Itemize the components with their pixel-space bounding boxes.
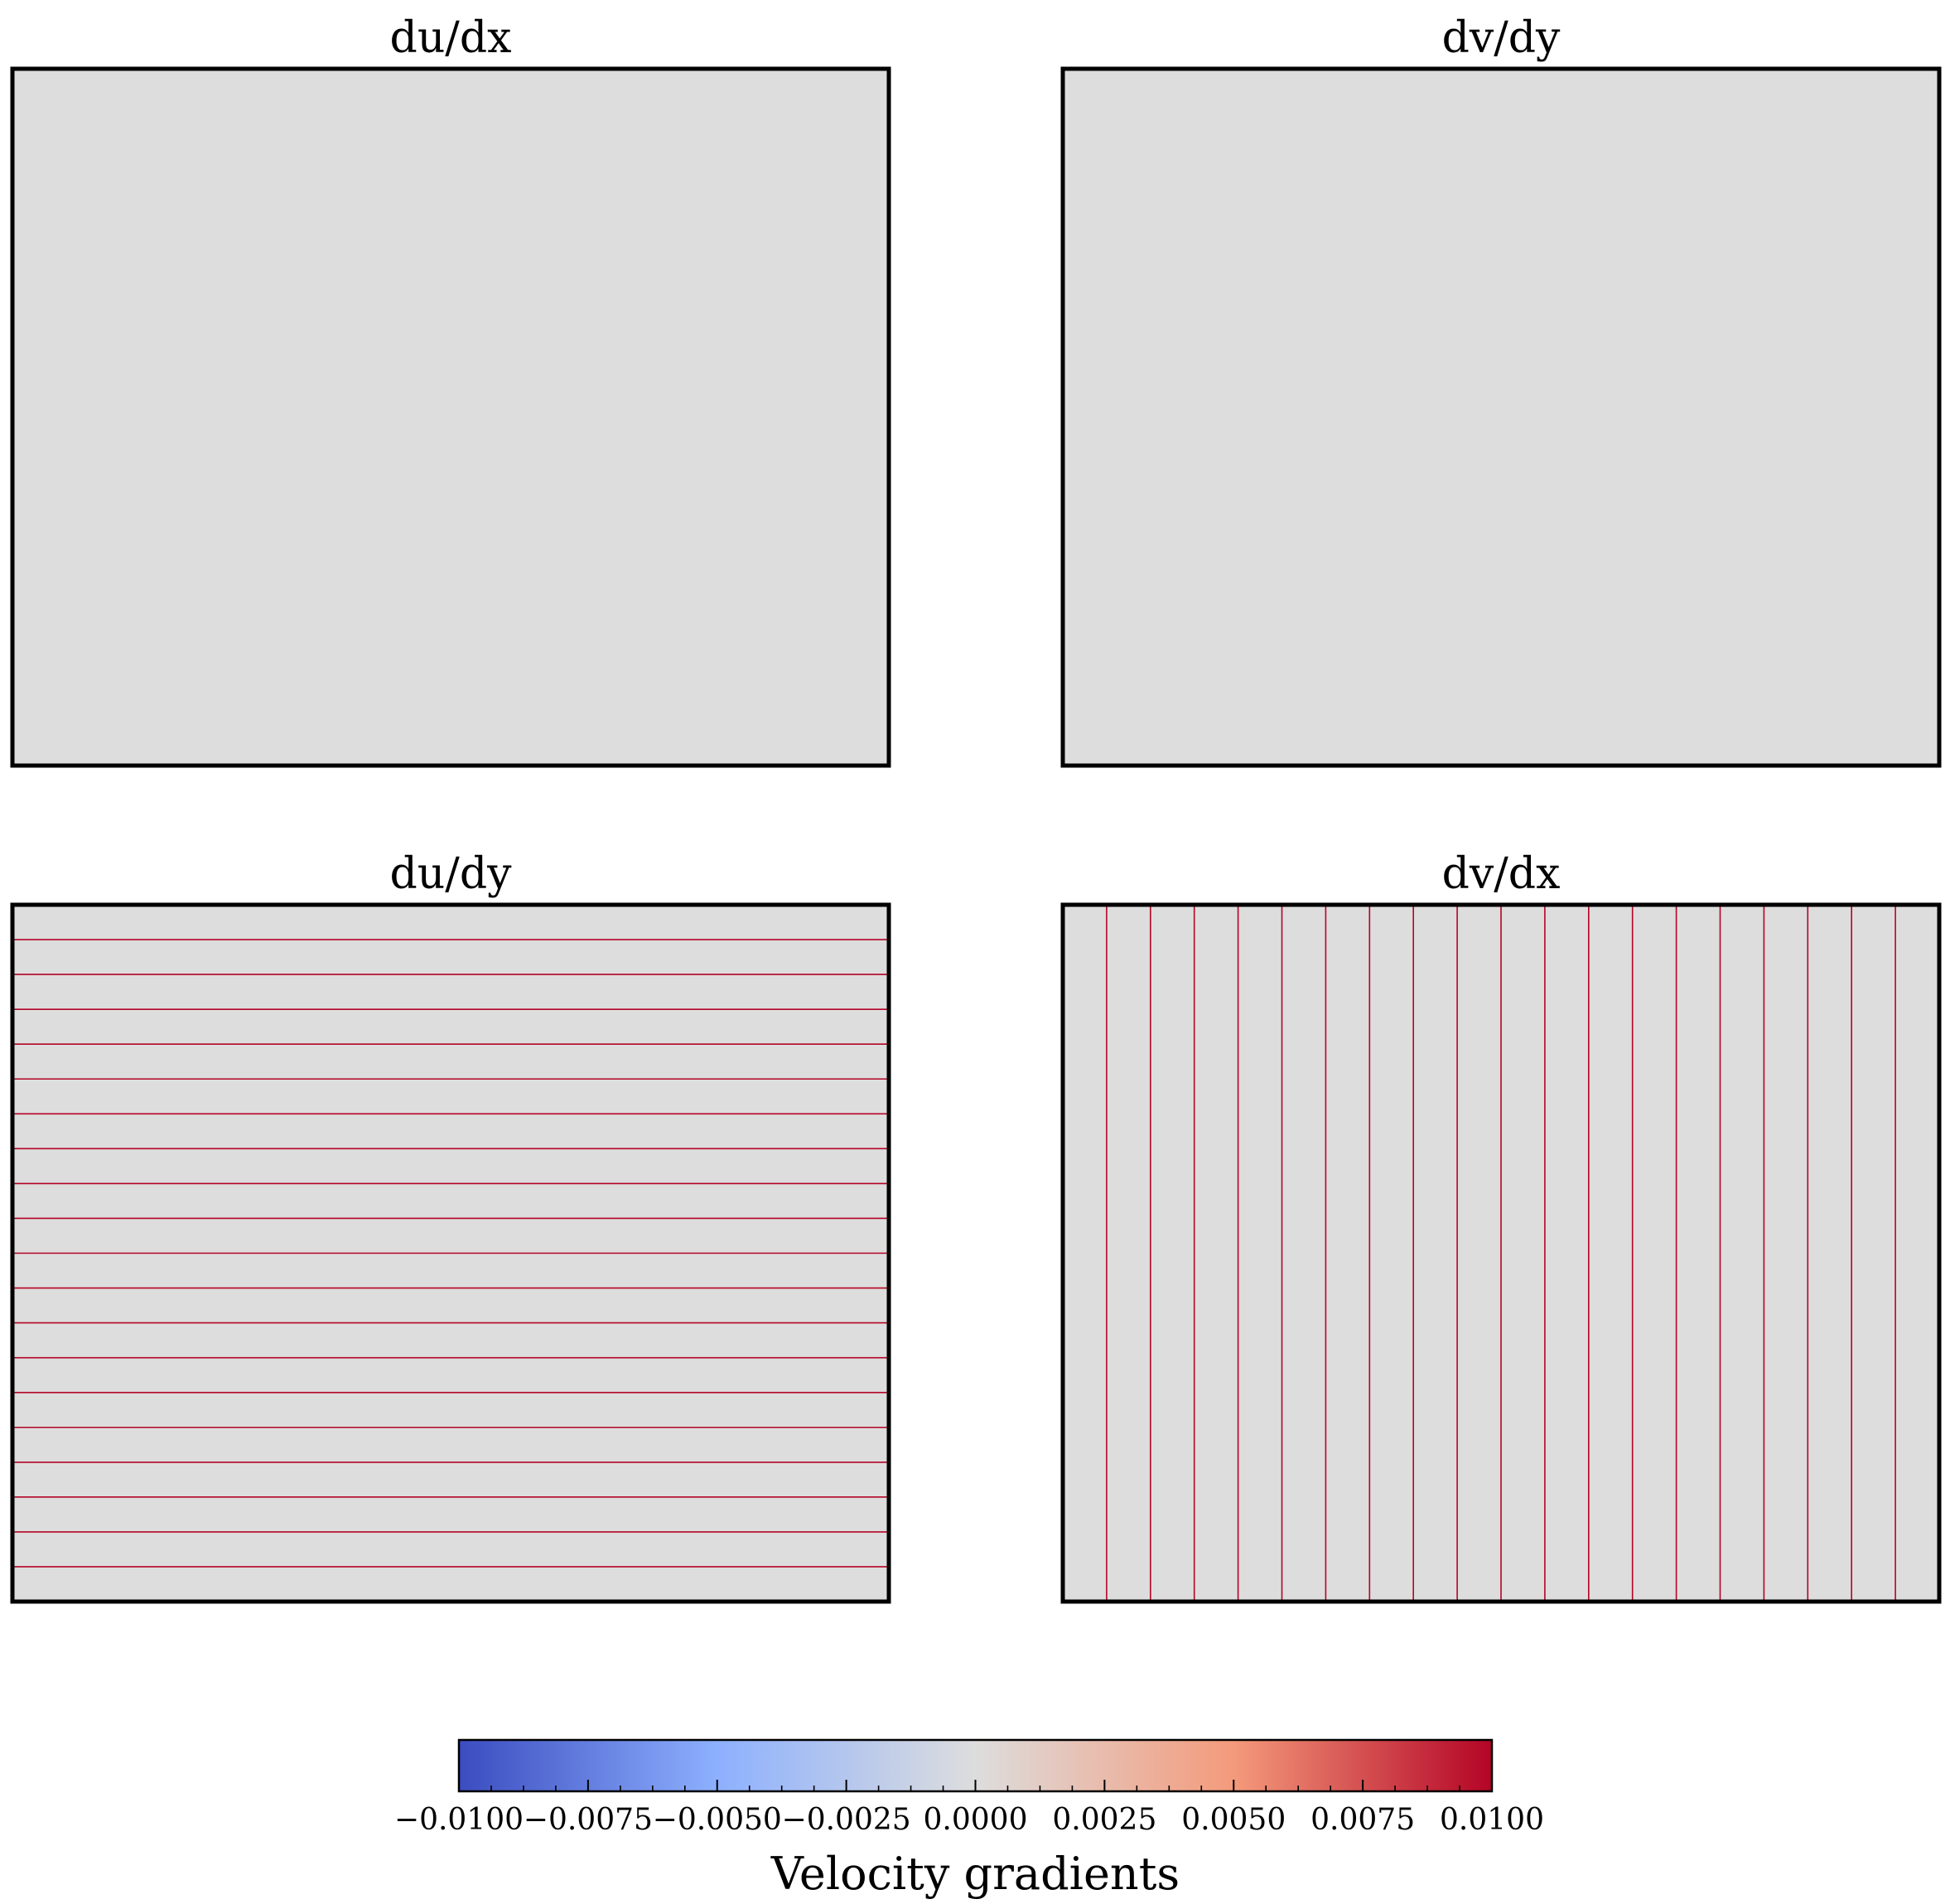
colorbar-tick-label: −0.0075 — [524, 1803, 653, 1837]
colorbar-ticks: −0.0100 −0.0075 −0.0050 −0.0025 0.0000 0.0025… — [394, 1780, 1544, 1837]
panel-title: dv/dx — [1442, 849, 1561, 899]
colorbar: −0.0100 −0.0075 −0.0050 −0.0025 0.0000 0.0025… — [394, 1738, 1544, 1900]
panels: du/dx dv/dy du/dy dv/dx — [10, 13, 1942, 1604]
colorbar-tick-label: −0.0025 — [782, 1803, 911, 1837]
colorbar-tick-label: 0.0100 — [1440, 1803, 1544, 1837]
colorbar-tick-label: 0.0075 — [1310, 1803, 1415, 1837]
colorbar-tick-label: 0.0025 — [1052, 1803, 1156, 1837]
panel-1: dv/dy — [1060, 13, 1942, 768]
panel-frame — [10, 66, 891, 768]
panel-field — [1063, 69, 1939, 766]
panel-frame — [10, 902, 891, 1604]
panel-title: du/dx — [390, 13, 512, 63]
panel-3: dv/dx — [1060, 849, 1942, 1604]
panel-title: du/dy — [390, 849, 513, 899]
colorbar-tick-label: −0.0050 — [653, 1803, 782, 1837]
colorbar-tick-label: 0.0000 — [924, 1803, 1028, 1837]
colorbar-tick-label: 0.0050 — [1181, 1803, 1286, 1837]
panel-frame — [1060, 902, 1942, 1604]
panel-2: du/dy — [10, 849, 891, 1604]
panel-title: dv/dy — [1442, 13, 1561, 63]
panel-frame — [1060, 66, 1942, 768]
panel-field — [12, 69, 889, 766]
colorbar-tick-label: −0.0100 — [394, 1803, 524, 1837]
colorbar-label: Velocity gradients — [770, 1848, 1180, 1900]
panel-0: du/dx — [10, 13, 891, 768]
